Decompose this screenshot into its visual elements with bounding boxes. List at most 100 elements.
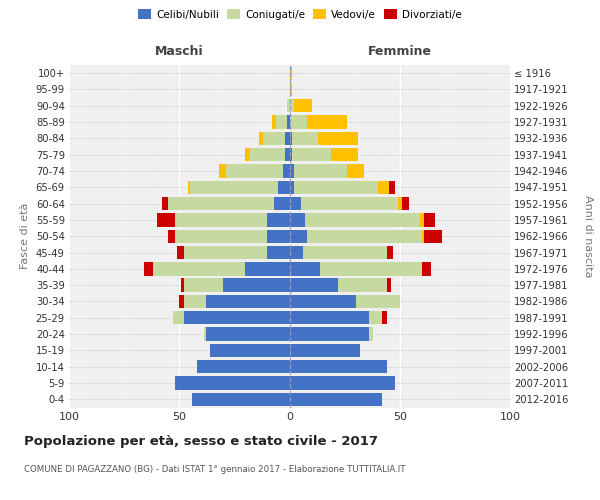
Bar bbox=[290, 278, 338, 292]
Bar bbox=[173, 311, 184, 324]
Bar bbox=[210, 344, 290, 357]
Bar bbox=[285, 132, 290, 145]
Bar bbox=[301, 197, 398, 210]
Bar bbox=[356, 295, 400, 308]
Bar bbox=[272, 116, 276, 129]
Bar bbox=[203, 328, 206, 341]
Bar bbox=[175, 376, 290, 390]
Bar bbox=[290, 328, 369, 341]
Bar bbox=[290, 392, 382, 406]
Bar bbox=[386, 246, 393, 259]
Bar bbox=[268, 246, 290, 259]
Bar bbox=[290, 180, 294, 194]
Bar bbox=[398, 197, 402, 210]
Bar bbox=[294, 99, 311, 112]
Bar bbox=[338, 278, 386, 292]
Bar bbox=[268, 214, 290, 226]
Bar bbox=[219, 164, 226, 177]
Bar bbox=[320, 262, 422, 276]
Bar bbox=[294, 164, 347, 177]
Bar bbox=[285, 148, 290, 162]
Bar bbox=[290, 83, 292, 96]
Bar bbox=[184, 246, 268, 259]
Bar bbox=[318, 132, 358, 145]
Bar bbox=[419, 214, 424, 226]
Bar bbox=[245, 262, 290, 276]
Bar bbox=[290, 116, 307, 129]
Bar bbox=[181, 278, 184, 292]
Bar bbox=[307, 230, 422, 243]
Bar bbox=[190, 180, 278, 194]
Bar bbox=[290, 295, 356, 308]
Bar bbox=[153, 262, 245, 276]
Bar bbox=[259, 132, 263, 145]
Text: Maschi: Maschi bbox=[155, 45, 203, 58]
Bar bbox=[369, 311, 382, 324]
Bar bbox=[290, 344, 360, 357]
Bar bbox=[206, 328, 290, 341]
Bar bbox=[424, 230, 442, 243]
Bar bbox=[307, 116, 347, 129]
Bar bbox=[290, 246, 303, 259]
Bar bbox=[378, 180, 389, 194]
Bar bbox=[424, 214, 435, 226]
Bar bbox=[283, 164, 290, 177]
Bar bbox=[389, 180, 395, 194]
Bar bbox=[184, 295, 206, 308]
Bar bbox=[290, 311, 369, 324]
Bar bbox=[184, 311, 290, 324]
Text: Popolazione per età, sesso e stato civile - 2017: Popolazione per età, sesso e stato civil… bbox=[24, 435, 378, 448]
Bar bbox=[369, 328, 373, 341]
Bar bbox=[305, 214, 419, 226]
Bar bbox=[144, 262, 153, 276]
Bar bbox=[197, 360, 290, 374]
Bar bbox=[303, 246, 386, 259]
Bar bbox=[175, 230, 268, 243]
Text: COMUNE DI PAGAZZANO (BG) - Dati ISTAT 1° gennaio 2017 - Elaborazione TUTTITALIA.: COMUNE DI PAGAZZANO (BG) - Dati ISTAT 1°… bbox=[24, 465, 406, 474]
Bar bbox=[274, 197, 290, 210]
Bar bbox=[331, 148, 358, 162]
Bar bbox=[188, 180, 190, 194]
Bar bbox=[168, 197, 274, 210]
Bar bbox=[179, 295, 184, 308]
Bar bbox=[402, 197, 409, 210]
Bar bbox=[268, 230, 290, 243]
Bar bbox=[347, 164, 364, 177]
Bar bbox=[157, 214, 175, 226]
Bar bbox=[290, 164, 294, 177]
Bar bbox=[290, 66, 292, 80]
Bar bbox=[287, 116, 290, 129]
Bar bbox=[386, 278, 391, 292]
Bar bbox=[223, 278, 290, 292]
Bar bbox=[161, 197, 168, 210]
Y-axis label: Anni di nascita: Anni di nascita bbox=[583, 195, 593, 278]
Bar bbox=[184, 278, 223, 292]
Bar bbox=[278, 180, 290, 194]
Bar bbox=[226, 164, 283, 177]
Bar bbox=[287, 99, 290, 112]
Bar bbox=[422, 262, 431, 276]
Bar bbox=[177, 246, 184, 259]
Bar bbox=[290, 197, 301, 210]
Bar bbox=[175, 214, 268, 226]
Bar bbox=[206, 295, 290, 308]
Bar bbox=[290, 99, 294, 112]
Bar bbox=[290, 214, 305, 226]
Bar bbox=[290, 262, 320, 276]
Bar bbox=[193, 392, 290, 406]
Bar bbox=[250, 148, 285, 162]
Bar bbox=[276, 116, 287, 129]
Bar bbox=[263, 132, 285, 145]
Bar bbox=[422, 230, 424, 243]
Bar bbox=[290, 148, 292, 162]
Text: Femmine: Femmine bbox=[368, 45, 432, 58]
Bar bbox=[294, 180, 378, 194]
Y-axis label: Fasce di età: Fasce di età bbox=[20, 203, 30, 270]
Bar bbox=[290, 132, 292, 145]
Bar bbox=[382, 311, 386, 324]
Bar bbox=[168, 230, 175, 243]
Bar bbox=[290, 376, 395, 390]
Bar bbox=[290, 230, 307, 243]
Bar bbox=[245, 148, 250, 162]
Bar bbox=[292, 148, 331, 162]
